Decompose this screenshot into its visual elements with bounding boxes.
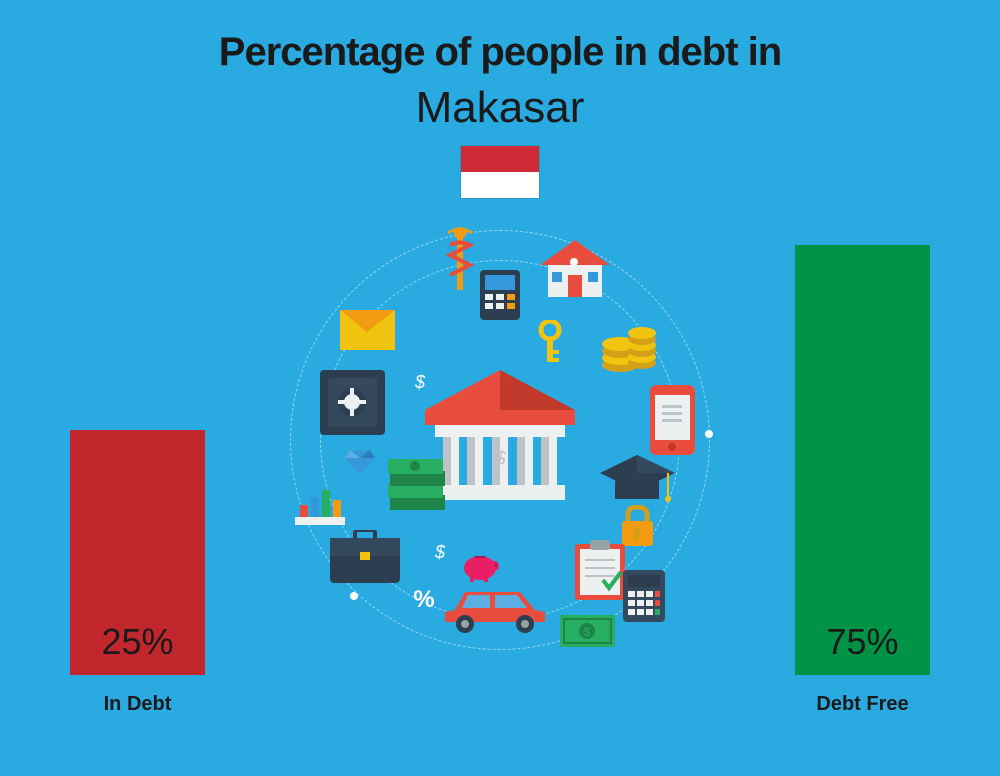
bar-label-debt-free: Debt Free (816, 693, 908, 716)
bar-debt-free: 75% (795, 245, 930, 675)
page-subtitle: Makasar (0, 83, 1000, 133)
bar-chart: 25% In Debt 75% Debt Free (0, 236, 1000, 716)
bar-value-debt-free: 75% (795, 621, 930, 663)
bar-label-in-debt: In Debt (104, 693, 172, 716)
bar-in-debt: 25% (70, 430, 205, 675)
flag-icon (460, 145, 540, 199)
page-title: Percentage of people in debt in (0, 0, 1000, 75)
bar-group-debt-free: 75% Debt Free (795, 245, 930, 716)
bar-group-in-debt: 25% In Debt (70, 430, 205, 716)
flag-bottom-stripe (461, 172, 539, 198)
bar-value-in-debt: 25% (70, 621, 205, 663)
flag-top-stripe (461, 146, 539, 172)
